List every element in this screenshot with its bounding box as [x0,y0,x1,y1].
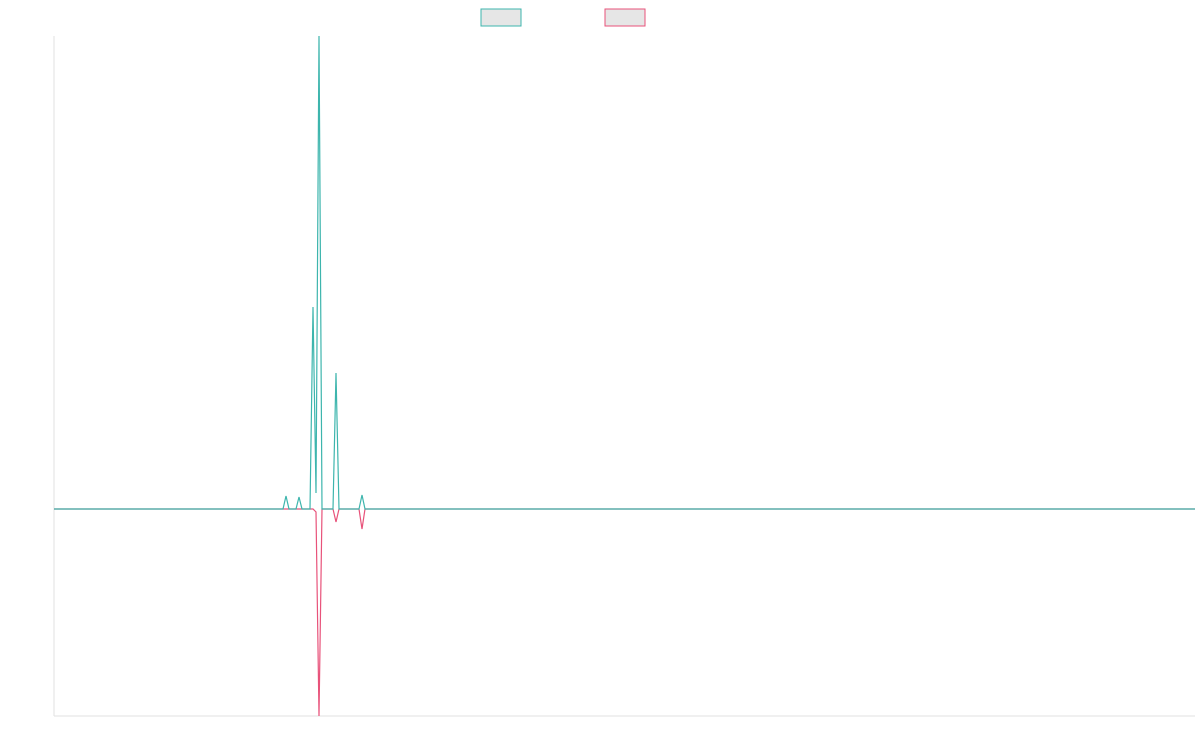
data-line [54,35,1195,510]
legend-swatch [604,8,646,27]
legend-swatch [480,8,522,27]
data-line [54,508,1195,717]
